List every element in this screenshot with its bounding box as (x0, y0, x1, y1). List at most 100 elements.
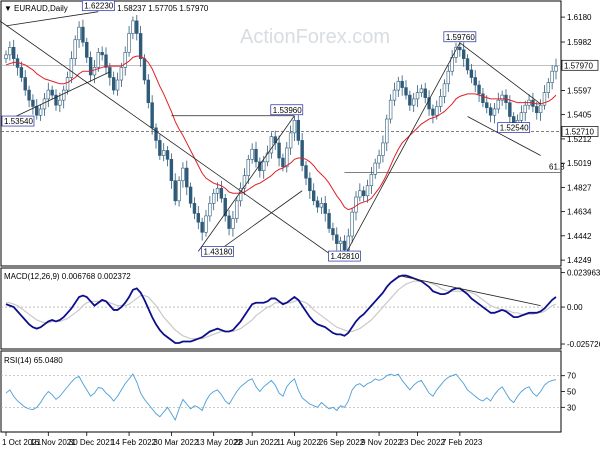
candle-body (115, 79, 120, 91)
trendline (5, 71, 111, 122)
moving-average-line (5, 55, 557, 211)
macd-signal-line (6, 280, 557, 340)
candle-body (473, 77, 477, 86)
candle-body (261, 161, 266, 171)
rsi-line (5, 373, 557, 421)
price-axis-label: 1.5405 (567, 111, 592, 120)
candle-body (435, 106, 439, 116)
candle-body (215, 187, 220, 194)
macd-series (1, 274, 561, 344)
candle-body (111, 77, 116, 91)
current-price-label: 1.57970 (564, 61, 593, 70)
candle-body (38, 108, 43, 116)
candle-body (238, 187, 243, 202)
candle-body (296, 119, 301, 141)
candle-body (246, 158, 251, 176)
candle-body (265, 152, 270, 163)
price-label: 1.53540 (4, 117, 33, 126)
price-axis-label: 1.6180 (567, 13, 592, 22)
candle-body (554, 65, 558, 72)
macd-line (5, 274, 557, 344)
candle-body (381, 142, 385, 156)
candle-body (177, 180, 181, 202)
rsi-axis-label: 50 (567, 388, 576, 397)
candle-body (288, 132, 293, 149)
price-label: 1.42810 (330, 252, 359, 261)
trendline (5, 11, 99, 27)
candle-body (469, 69, 474, 78)
candle-body (4, 54, 8, 59)
candle-body (169, 158, 174, 181)
price-panel-frame (0, 0, 562, 267)
price-label-box (443, 31, 477, 43)
candle-body (104, 54, 108, 68)
price-axis-label: 1.5019 (567, 159, 592, 168)
candle-body (42, 98, 47, 110)
candle-body (400, 80, 404, 88)
candle-body (23, 77, 27, 91)
candle-body (188, 186, 193, 204)
price-axis-label: 1.5597 (567, 86, 592, 95)
macd-axis-label: -0.025726 (567, 340, 600, 349)
candle-body (519, 112, 524, 121)
x-axis-label: 30 Mar 2022 (153, 438, 198, 447)
candle-body (46, 89, 51, 100)
price-label-box (81, 0, 115, 12)
candle-body (385, 118, 389, 144)
price-label-box (270, 104, 304, 116)
candle-body (61, 89, 66, 101)
candle-body (423, 88, 427, 98)
header-arrow-icon[interactable]: ▼ (4, 4, 12, 13)
candle-body (285, 147, 289, 168)
candle-body (319, 203, 324, 208)
candle-body (538, 104, 543, 114)
candle-body (335, 234, 339, 244)
candle-body (377, 155, 381, 164)
candle-body (231, 218, 235, 229)
x-axis-label: 14 Feb 2022 (111, 438, 156, 447)
watermark: ActionForex.com (240, 26, 390, 48)
price-label: 1.59760 (446, 33, 475, 42)
x-axis-label: 26 Sep 2022 (319, 438, 365, 447)
candle-body (227, 215, 231, 229)
price-label: 1.53960 (273, 106, 302, 115)
candle-body (269, 136, 274, 154)
candle-body (31, 99, 35, 107)
candle-body (123, 52, 127, 68)
candle-body (85, 41, 89, 58)
price-axis-label: 1.4249 (567, 256, 592, 265)
candle-body (131, 20, 135, 34)
candle-body (211, 192, 216, 204)
macd-trendline (398, 275, 541, 307)
candle-body (292, 119, 297, 134)
rsi-axis-label: 30 (567, 403, 576, 412)
candle-body (485, 102, 489, 109)
candle-body (388, 99, 393, 120)
candle-body (331, 228, 335, 236)
level-label: 1.52710 (565, 127, 594, 136)
candle-body (277, 142, 281, 159)
candle-body (146, 79, 151, 103)
price-label-box (1, 115, 35, 127)
candle-body (77, 26, 81, 41)
rsi-axis-label: 70 (567, 372, 576, 381)
candle-body (138, 33, 143, 59)
current-price-box (561, 59, 599, 71)
candle-body (446, 70, 451, 85)
candle-body (419, 88, 424, 93)
trendline (459, 42, 541, 105)
candle-body (281, 157, 285, 168)
candle-body (438, 96, 443, 107)
price-series: 61.8 1.62230 1.53540 1.53960 1.43180 1.42810 1… (0, 0, 565, 262)
candle-body (96, 52, 101, 68)
candle-body (523, 104, 527, 114)
candle-body (361, 190, 366, 197)
candle-body (19, 67, 24, 78)
candle-body (542, 92, 547, 106)
x-axis-label: 16 Nov 2021 (30, 438, 76, 447)
candle-body (458, 47, 462, 51)
candle-body (346, 235, 351, 251)
fibonacci-label: 61.8 (549, 163, 565, 172)
candle-body (58, 99, 62, 106)
